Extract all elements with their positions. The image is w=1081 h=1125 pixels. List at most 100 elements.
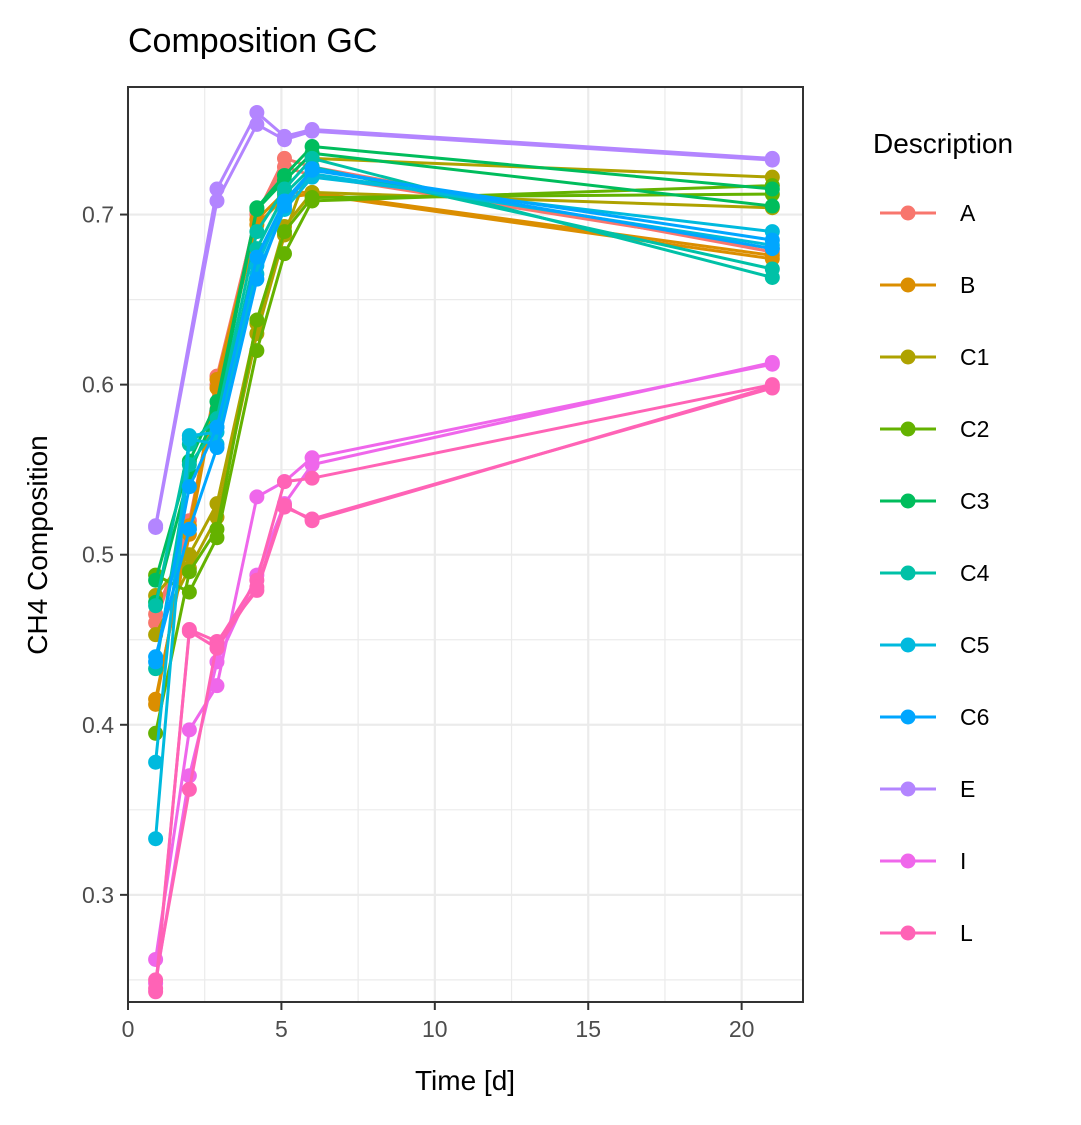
legend-item-L: L — [880, 920, 973, 946]
legend-item-A: A — [880, 200, 976, 226]
legend-item-C4: C4 — [880, 560, 990, 586]
data-point — [249, 271, 265, 287]
data-point — [209, 678, 225, 694]
series-C6 — [148, 161, 780, 670]
series-line — [154, 384, 773, 989]
legend-key-point — [900, 421, 916, 437]
legend-key-point — [900, 853, 916, 869]
data-point — [148, 654, 164, 670]
data-point — [304, 470, 320, 486]
legend-label: A — [960, 200, 976, 226]
data-point — [181, 623, 197, 639]
legend-item-C1: C1 — [880, 344, 989, 370]
legend-item-C6: C6 — [880, 704, 989, 730]
y-tick-label: 0.6 — [82, 372, 114, 398]
data-point — [276, 224, 292, 240]
x-tick-label: 0 — [122, 1016, 135, 1042]
data-point — [181, 521, 197, 537]
data-point — [181, 584, 197, 600]
y-tick-label: 0.4 — [82, 712, 114, 738]
data-point — [209, 640, 225, 656]
data-point — [764, 198, 780, 214]
data-point — [304, 123, 320, 139]
data-point — [764, 261, 780, 277]
data-point — [148, 754, 164, 770]
y-tick-label: 0.5 — [82, 542, 114, 568]
data-point — [181, 479, 197, 495]
legend-key-point — [900, 925, 916, 941]
legend-key-point — [900, 565, 916, 581]
data-point — [249, 579, 265, 595]
series-line — [154, 383, 773, 981]
x-tick-label: 5 — [275, 1016, 288, 1042]
y-axis-label: CH4 Composition — [22, 435, 53, 654]
data-point — [304, 457, 320, 473]
legend-label: C6 — [960, 704, 989, 730]
legend: A B C1 C2 C3 C4 C5 C6 E I L — [880, 200, 990, 946]
data-point — [249, 343, 265, 359]
data-point — [276, 193, 292, 209]
data-point — [209, 181, 225, 197]
legend-label: C4 — [960, 560, 990, 586]
data-point — [181, 781, 197, 797]
legend-label: I — [960, 848, 966, 874]
data-point — [764, 378, 780, 394]
data-point — [148, 980, 164, 996]
data-point — [276, 474, 292, 490]
legend-label: C5 — [960, 632, 989, 658]
data-point — [181, 547, 197, 563]
y-tick-label: 0.3 — [82, 882, 114, 908]
legend-key-point — [900, 493, 916, 509]
data-point — [249, 312, 265, 328]
data-point — [276, 132, 292, 148]
legend-label: C2 — [960, 416, 989, 442]
data-point — [249, 105, 265, 121]
legend-label: C3 — [960, 488, 989, 514]
legend-label: E — [960, 776, 975, 802]
legend-key-point — [900, 349, 916, 365]
data-point — [764, 355, 780, 371]
series-E — [148, 105, 780, 535]
data-point — [764, 232, 780, 248]
legend-key-point — [900, 205, 916, 221]
y-tick-label: 0.7 — [82, 202, 114, 228]
legend-key-point — [900, 277, 916, 293]
legend-label: B — [960, 272, 975, 298]
plot-area — [148, 105, 780, 1000]
data-point — [249, 489, 265, 505]
data-point — [181, 564, 197, 580]
legend-item-B: B — [880, 272, 975, 298]
legend-key-point — [900, 637, 916, 653]
legend-item-C5: C5 — [880, 632, 989, 658]
data-point — [304, 513, 320, 529]
data-point — [304, 190, 320, 206]
legend-label: C1 — [960, 344, 989, 370]
series-line — [154, 386, 773, 992]
series-L — [148, 377, 780, 1000]
data-point — [181, 768, 197, 784]
axes: 0 5 10 15 20 0.3 0.4 0.5 0.6 0.7 — [82, 202, 754, 1042]
legend-item-C2: C2 — [880, 416, 989, 442]
data-point — [148, 691, 164, 707]
legend-item-I: I — [880, 848, 966, 874]
series-line — [154, 122, 773, 528]
data-point — [148, 598, 164, 614]
data-point — [181, 457, 197, 473]
x-tick-label: 20 — [729, 1016, 755, 1042]
data-point — [148, 831, 164, 847]
legend-label: L — [960, 920, 973, 946]
data-point — [209, 419, 225, 435]
data-point — [209, 440, 225, 456]
legend-title: Description — [873, 128, 1013, 159]
data-point — [249, 201, 265, 217]
x-tick-label: 15 — [575, 1016, 601, 1042]
data-point — [249, 116, 265, 132]
data-point — [249, 249, 265, 265]
data-point — [276, 246, 292, 262]
data-point — [181, 722, 197, 738]
data-point — [276, 497, 292, 513]
series-line — [154, 362, 773, 960]
series-C3 — [148, 139, 780, 610]
data-point — [764, 152, 780, 168]
